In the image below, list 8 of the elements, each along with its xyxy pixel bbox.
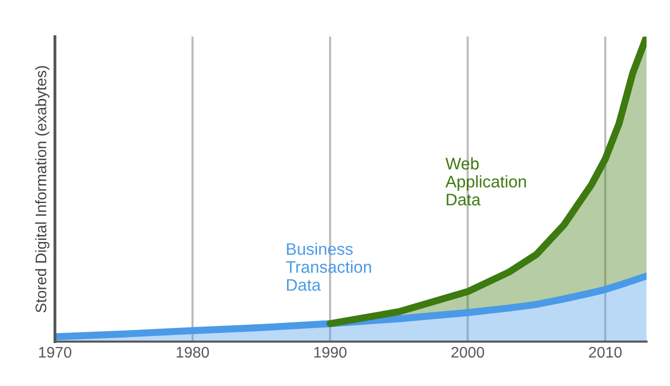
- x-tick-label: 1990: [314, 346, 347, 358]
- text: Web Application Data: [445, 157, 526, 206]
- series-label: Business Transaction Data: [286, 242, 372, 291]
- x-tick-label: 1970: [39, 346, 72, 358]
- y-axis-title: Stored Digital Information (exabytes): [35, 66, 50, 312]
- x-tick-label: 2010: [589, 346, 622, 358]
- x-tick-label: 2000: [451, 346, 484, 358]
- x-tick-label: 1980: [176, 346, 209, 358]
